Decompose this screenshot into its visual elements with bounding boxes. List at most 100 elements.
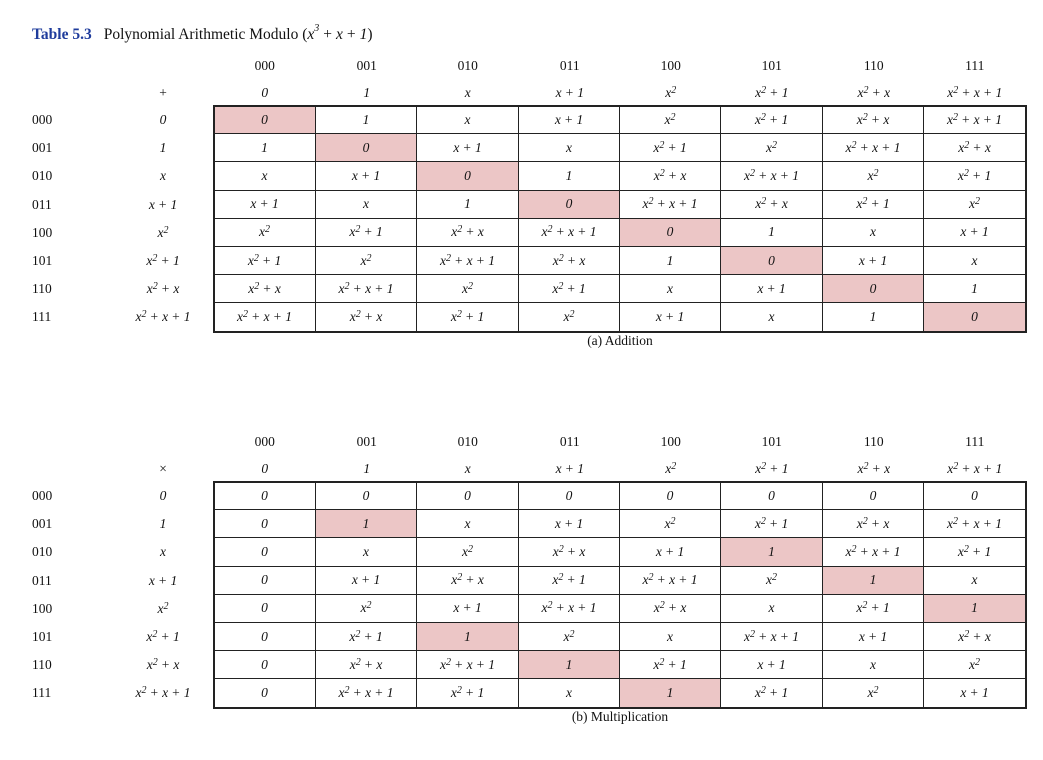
highlighted-table-cell: 0 [214,106,316,135]
row-poly-label: x +1 [148,572,178,588]
table-title-polynomial: x3 + x +1 [307,22,368,43]
col-poly-header: x +1 [555,85,584,100]
table-cell: x [214,162,316,191]
col-poly-header: x 2 + x +1 [947,85,1003,100]
col-code-header: 100 [660,58,681,73]
table-cell: x 2 + x +1 [316,275,417,304]
row-poly-label: x [160,544,166,560]
operator-symbol: + [159,85,167,100]
highlighted-table-cell: 1 [823,566,924,595]
table-title: Polynomial Arithmetic Modulo (x3 + x +1) [103,22,373,43]
table-title-prefix: Polynomial Arithmetic Modulo ( [103,26,308,43]
row-poly-label: x 2 + x +1 [135,685,191,701]
col-code-header: 111 [965,434,985,449]
col-code-header: 000 [254,434,275,449]
table-cell: x 2 + x [823,510,924,539]
table-cell: x 2 + x [417,566,519,595]
table-cell: x 2 + x [519,247,620,276]
table-cell: 1 [214,134,316,163]
table-cell: x [924,247,1026,276]
table-cell: x [519,679,620,708]
table-cell: x +1 [417,594,519,623]
highlighted-table-cell: 0 [519,190,620,219]
table-cell: 0 [214,482,316,511]
table-cell: 0 [620,482,721,511]
col-poly-header: x [464,461,471,476]
row-code-label: 101 [32,253,53,269]
table-cell: x [721,303,823,332]
row-poly-label: x 2 + x [146,281,180,297]
col-code-header: 010 [457,434,478,449]
table-cell: 0 [214,679,316,708]
row-poly-label: x 2 + x +1 [135,309,191,325]
table-caption: Table 5.3 Polynomial Arithmetic Modulo (x… [32,22,373,44]
table-cell: x [417,510,519,539]
table-cell: x +1 [316,162,417,191]
col-poly-header: x 2 +1 [755,85,789,100]
table-cell: x [417,106,519,135]
table-cell: x 2 + x +1 [721,162,823,191]
table-subcaption: (b) Multiplication [571,709,669,724]
highlighted-table-cell: 1 [721,538,823,567]
table-cell: x 2 + x +1 [620,566,721,595]
col-poly-header: x 2 + x +1 [947,461,1003,476]
col-code-header: 000 [254,58,275,73]
col-code-header: 001 [356,58,377,73]
table-cell: x [924,566,1026,595]
col-poly-header: 1 [363,461,371,476]
highlighted-table-cell: 1 [620,679,721,708]
table-cell: x 2 + x [924,134,1026,163]
highlighted-table-cell: 1 [519,651,620,680]
table-cell: 0 [519,482,620,511]
table-cell: x 2 + x [214,275,316,304]
table-cell: x 2 + x +1 [214,303,316,332]
table-cell: x 2 + x [316,651,417,680]
col-code-header: 100 [660,434,681,449]
table-cell: x 2 + x +1 [823,134,924,163]
table-cell: x 2 +1 [924,538,1026,567]
highlighted-table-cell: 0 [316,134,417,163]
table-cell: x 2 +1 [316,218,417,247]
table-cell: x 2 +1 [620,134,721,163]
table-cell: 0 [316,482,417,511]
table-cell: x 2 +1 [417,303,519,332]
table-cell: x +1 [519,510,620,539]
table-cell: x [823,218,924,247]
table-cell: x 2 + x +1 [721,623,823,652]
row-poly-label: x [160,168,166,184]
table-title-suffix: ) [367,26,373,43]
table-cell: x [519,134,620,163]
row-code-label: 001 [32,140,53,156]
table-cell: x 2 +1 [620,651,721,680]
col-code-header: 011 [559,434,580,449]
highlighted-table-cell: 0 [924,303,1026,332]
table-cell: x 2 +1 [823,190,924,219]
table-number: Table 5.3 [32,26,92,43]
table-cell: x +1 [316,566,417,595]
table-cell: x 2 +1 [417,679,519,708]
table-subcaption: (a) Addition [587,333,653,348]
highlighted-table-cell: 1 [417,623,519,652]
table-cell: 1 [519,162,620,191]
table-cell: x 2 + x +1 [316,679,417,708]
row-poly-label: 1 [159,140,167,156]
row-code-label: 000 [32,488,53,504]
col-code-header: 110 [863,434,884,449]
row-poly-label: 0 [159,488,167,504]
table-cell: 1 [316,106,417,135]
operator-symbol: × [159,461,167,476]
table-cell: x +1 [620,303,721,332]
table-cell: 0 [214,566,316,595]
col-code-header: 011 [559,58,580,73]
row-poly-label: 1 [159,516,167,532]
col-poly-header: 1 [363,85,371,100]
